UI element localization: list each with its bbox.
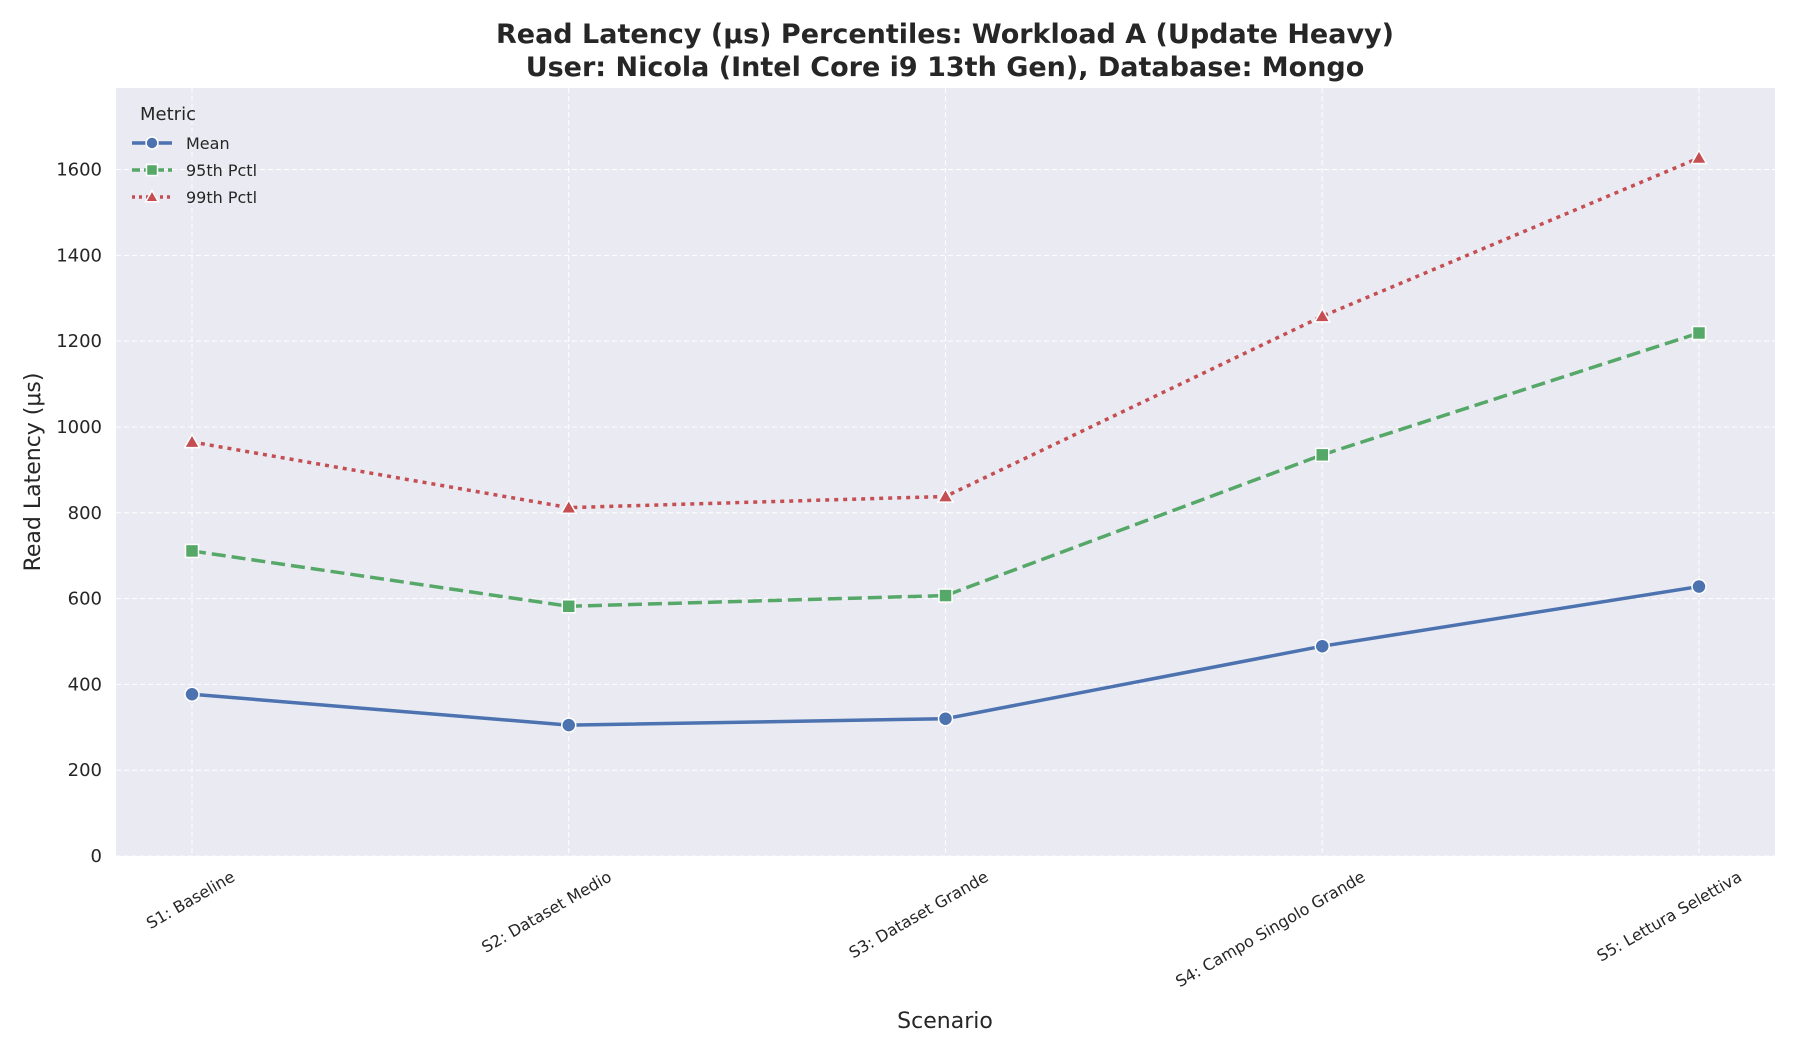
legend: Metric Mean 95th Pctl 99th Pctl xyxy=(132,104,257,207)
legend-marker xyxy=(144,189,160,203)
x-tick-label: S2: Dataset Medio xyxy=(478,867,614,957)
y-tick-label: 1600 xyxy=(56,160,102,181)
x-tick-label: S5: Lettura Selettiva xyxy=(1593,867,1745,965)
data-point xyxy=(1314,638,1330,654)
data-point xyxy=(184,686,200,702)
legend-item: 95th Pctl xyxy=(132,161,257,180)
legend-marker xyxy=(145,136,159,150)
data-point xyxy=(1315,447,1330,463)
y-tick-label: 200 xyxy=(68,760,102,781)
x-tick-label: S4: Campo Singolo Grande xyxy=(1172,867,1368,991)
y-tick-label: 400 xyxy=(68,674,102,695)
y-tick-label: 0 xyxy=(91,846,102,867)
data-point xyxy=(559,498,578,514)
legend-title: Metric xyxy=(140,104,196,125)
y-tick-label: 1000 xyxy=(56,417,102,438)
y-tick-label: 1200 xyxy=(56,331,102,352)
data-point xyxy=(561,717,577,733)
y-tick-label: 1400 xyxy=(56,245,102,266)
data-point xyxy=(1691,578,1707,595)
data-point xyxy=(938,588,953,603)
x-axis-ticks: S1: Baseline S2: Dataset Medio S3: Dataset… xyxy=(143,867,1745,991)
legend-label: 95th Pctl xyxy=(186,161,257,180)
series-line xyxy=(191,331,1700,609)
legend-marker xyxy=(145,163,159,177)
y-tick-label: 800 xyxy=(68,503,102,524)
legend-item: 99th Pctl xyxy=(132,188,257,207)
legend-item: Mean xyxy=(132,134,230,153)
data-point xyxy=(184,543,200,559)
data-point xyxy=(936,487,955,503)
series-mean xyxy=(184,578,1707,733)
x-axis-label: Scenario xyxy=(897,1009,993,1034)
data-point xyxy=(183,432,201,449)
series-95th-pctl xyxy=(184,325,1707,614)
chart-title-line-2: User: Nicola (Intel Core i9 13th Gen), D… xyxy=(526,52,1365,83)
x-tick-label: S1: Baseline xyxy=(143,867,238,933)
y-tick-label: 600 xyxy=(68,589,102,610)
data-point xyxy=(937,710,954,727)
chart-title-line-1: Read Latency (μs) Percentiles: Workload … xyxy=(496,19,1394,50)
legend-label: Mean xyxy=(186,134,230,153)
x-tick-label: S3: Dataset Grande xyxy=(846,867,992,962)
legend-label: 99th Pctl xyxy=(186,188,257,207)
data-point xyxy=(1691,325,1707,341)
data-point xyxy=(561,599,576,614)
grid-layer xyxy=(116,88,1775,857)
series-layer xyxy=(183,148,1708,733)
data-point xyxy=(1690,148,1708,165)
y-axis-label: Read Latency (μs) xyxy=(21,373,46,572)
data-point xyxy=(1313,307,1332,323)
y-axis-ticks: 0 200 400 600 800 1000 1200 1400 1600 xyxy=(56,160,102,867)
legend-items: Mean 95th Pctl 99th Pctl xyxy=(132,134,257,207)
series-99th-pctl xyxy=(183,148,1708,514)
